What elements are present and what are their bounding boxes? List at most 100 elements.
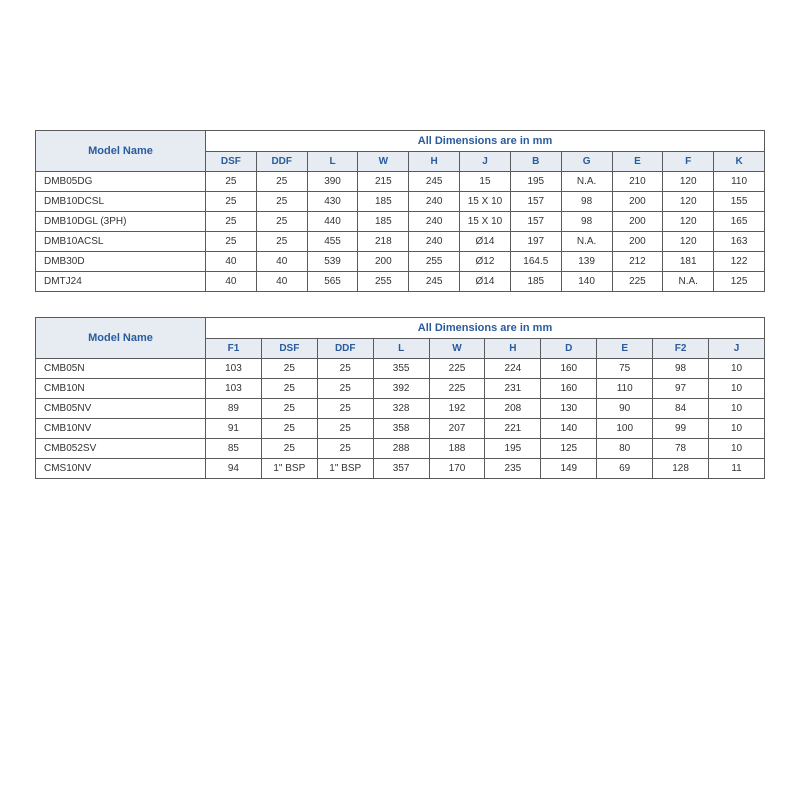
model-cell: CMB052SV: [36, 439, 206, 459]
data-cell: 90: [597, 399, 653, 419]
col-header: J: [460, 152, 511, 172]
data-cell: N.A.: [663, 272, 714, 292]
col-header: E: [612, 152, 663, 172]
data-cell: 255: [358, 272, 409, 292]
data-cell: 125: [714, 272, 765, 292]
data-cell: 200: [612, 232, 663, 252]
col-header: DSF: [261, 339, 317, 359]
data-cell: 25: [261, 439, 317, 459]
col-header: K: [714, 152, 765, 172]
data-cell: 430: [307, 192, 358, 212]
col-header: J: [709, 339, 765, 359]
data-cell: 15 X 10: [460, 192, 511, 212]
col-header: L: [307, 152, 358, 172]
data-cell: 195: [510, 172, 561, 192]
data-cell: 245: [409, 272, 460, 292]
data-cell: 185: [510, 272, 561, 292]
dim-header-2: All Dimensions are in mm: [206, 318, 765, 339]
data-cell: 455: [307, 232, 358, 252]
col-header: F2: [653, 339, 709, 359]
col-header: D: [541, 339, 597, 359]
data-cell: 164.5: [510, 252, 561, 272]
col-header: DDF: [317, 339, 373, 359]
data-cell: 215: [358, 172, 409, 192]
data-cell: 99: [653, 419, 709, 439]
data-cell: 25: [256, 212, 307, 232]
data-cell: Ø12: [460, 252, 511, 272]
data-cell: 122: [714, 252, 765, 272]
data-cell: 94: [206, 459, 262, 479]
data-cell: 139: [561, 252, 612, 272]
data-cell: 160: [541, 359, 597, 379]
table-row: DMTJ244040565255245Ø14185140225N.A.125: [36, 272, 765, 292]
data-cell: 357: [373, 459, 429, 479]
data-cell: 288: [373, 439, 429, 459]
data-cell: 69: [597, 459, 653, 479]
col-header: W: [358, 152, 409, 172]
data-cell: 170: [429, 459, 485, 479]
model-cell: DMB10DCSL: [36, 192, 206, 212]
model-cell: CMB10N: [36, 379, 206, 399]
data-cell: 15: [460, 172, 511, 192]
data-cell: 25: [317, 379, 373, 399]
data-cell: 231: [485, 379, 541, 399]
col-header: E: [597, 339, 653, 359]
data-cell: 188: [429, 439, 485, 459]
data-cell: 98: [653, 359, 709, 379]
data-cell: 120: [663, 232, 714, 252]
data-cell: 225: [429, 359, 485, 379]
data-cell: 165: [714, 212, 765, 232]
data-cell: 212: [612, 252, 663, 272]
model-cell: DMB30D: [36, 252, 206, 272]
data-cell: 10: [709, 419, 765, 439]
data-cell: N.A.: [561, 232, 612, 252]
table-row: CMB052SV852525288188195125807810: [36, 439, 765, 459]
data-cell: 225: [429, 379, 485, 399]
dimensions-table-1: Model Name All Dimensions are in mm DSFD…: [35, 130, 765, 292]
data-cell: 140: [561, 272, 612, 292]
data-cell: 240: [409, 232, 460, 252]
data-cell: 1" BSP: [317, 459, 373, 479]
data-cell: 97: [653, 379, 709, 399]
data-cell: 355: [373, 359, 429, 379]
data-cell: 84: [653, 399, 709, 419]
col-header: F: [663, 152, 714, 172]
data-cell: 89: [206, 399, 262, 419]
data-cell: 200: [612, 212, 663, 232]
col-header: DDF: [256, 152, 307, 172]
data-cell: 390: [307, 172, 358, 192]
data-cell: 225: [612, 272, 663, 292]
table-row: CMS10NV941" BSP1" BSP3571702351496912811: [36, 459, 765, 479]
col-header: F1: [206, 339, 262, 359]
data-cell: 240: [409, 192, 460, 212]
data-cell: 160: [541, 379, 597, 399]
data-cell: 98: [561, 192, 612, 212]
data-cell: 200: [612, 192, 663, 212]
data-cell: 25: [256, 192, 307, 212]
model-cell: DMTJ24: [36, 272, 206, 292]
data-cell: 224: [485, 359, 541, 379]
table-row: CMB10N10325253922252311601109710: [36, 379, 765, 399]
data-cell: 140: [541, 419, 597, 439]
data-cell: 210: [612, 172, 663, 192]
data-cell: 91: [206, 419, 262, 439]
data-cell: 25: [317, 419, 373, 439]
data-cell: 1" BSP: [261, 459, 317, 479]
data-cell: 25: [261, 379, 317, 399]
dim-header-1: All Dimensions are in mm: [206, 131, 765, 152]
data-cell: 40: [256, 272, 307, 292]
col-header: W: [429, 339, 485, 359]
data-cell: 110: [597, 379, 653, 399]
data-cell: 100: [597, 419, 653, 439]
data-cell: 157: [510, 192, 561, 212]
data-cell: 10: [709, 359, 765, 379]
data-cell: 80: [597, 439, 653, 459]
data-cell: 221: [485, 419, 541, 439]
model-cell: CMB05NV: [36, 399, 206, 419]
data-cell: 195: [485, 439, 541, 459]
data-cell: 358: [373, 419, 429, 439]
data-cell: 10: [709, 399, 765, 419]
data-cell: 128: [653, 459, 709, 479]
data-cell: 207: [429, 419, 485, 439]
data-cell: 185: [358, 192, 409, 212]
